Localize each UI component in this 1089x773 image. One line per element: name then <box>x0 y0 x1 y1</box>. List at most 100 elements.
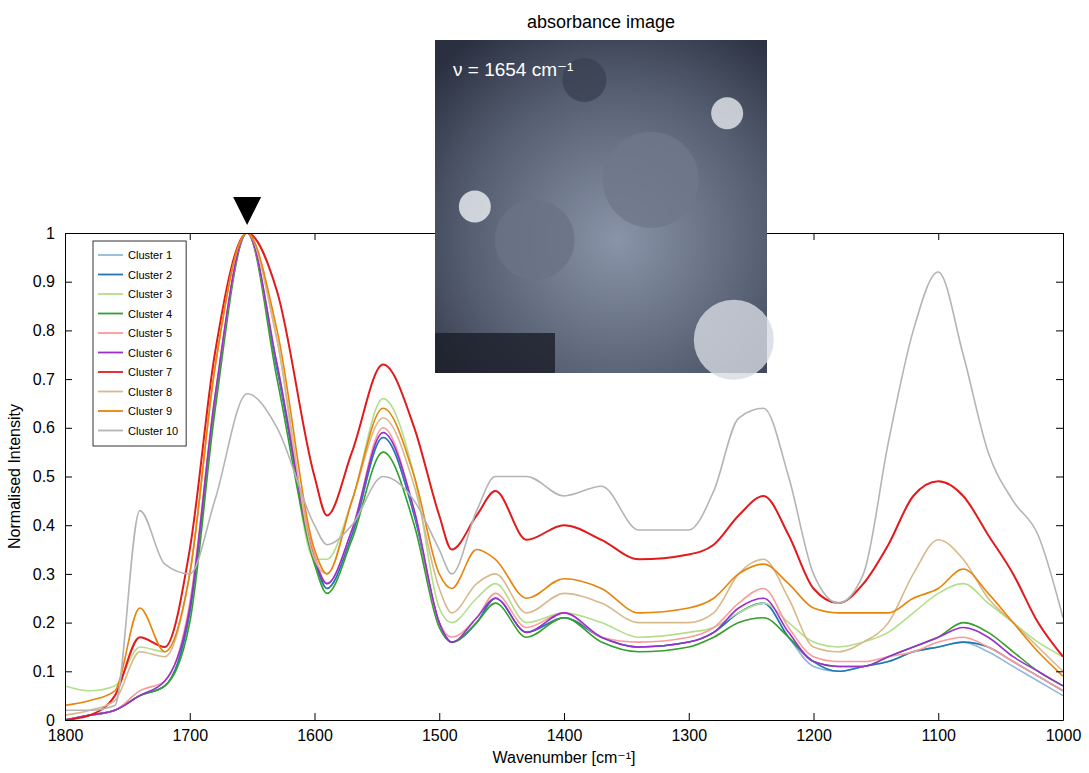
y-axis-right <box>1056 234 1064 721</box>
annotation-marker <box>233 197 261 225</box>
x-tick: 1700 <box>172 713 208 744</box>
legend-swatch <box>98 313 123 315</box>
y-tick-mark <box>1056 720 1063 721</box>
y-axis: 00.10.20.30.40.50.60.70.80.91 <box>33 225 72 729</box>
y-tick-mark <box>1056 477 1063 478</box>
y-tick-mark <box>65 671 72 672</box>
y-tick-mark <box>65 379 72 380</box>
y-tick: 0.5 <box>33 468 72 485</box>
x-tick-label: 1200 <box>796 727 832 744</box>
x-axis: 180017001600150014001300120011001000 <box>48 713 1082 744</box>
legend-swatch <box>98 352 123 354</box>
x-tick-top <box>65 233 66 240</box>
legend-swatch <box>98 371 123 373</box>
inset-feature <box>495 200 575 280</box>
x-tick-mark <box>315 233 316 240</box>
y-tick-right <box>1056 525 1063 526</box>
x-tick-mark <box>190 713 191 720</box>
x-tick-top <box>814 233 815 240</box>
y-axis-title: Normalised Intensity <box>6 404 23 549</box>
x-tick-mark <box>938 713 939 720</box>
y-tick-label: 0.8 <box>33 322 55 339</box>
inset-feature <box>603 132 699 228</box>
y-tick-mark <box>65 428 72 429</box>
x-tick-top <box>938 233 939 240</box>
y-tick-label: 1 <box>46 225 55 242</box>
x-tick: 1400 <box>547 713 583 744</box>
x-tick: 1200 <box>796 713 832 744</box>
x-tick-mark <box>190 233 191 240</box>
x-tick-top <box>315 233 316 240</box>
y-tick: 0 <box>46 712 72 729</box>
legend-label: Cluster 6 <box>128 347 172 359</box>
inset-feature <box>694 300 774 380</box>
y-tick-mark <box>1056 574 1063 575</box>
legend-label: Cluster 5 <box>128 327 172 339</box>
x-tick-label: 1600 <box>297 727 333 744</box>
x-tick-label: 1700 <box>172 727 208 744</box>
y-tick-mark <box>1056 671 1063 672</box>
inset-feature <box>711 97 743 129</box>
x-tick-mark <box>689 713 690 720</box>
x-tick: 1500 <box>422 713 458 744</box>
legend-swatch <box>98 293 123 295</box>
y-tick-right <box>1056 428 1063 429</box>
x-tick-label: 1000 <box>1046 727 1082 744</box>
y-tick-mark <box>1056 428 1063 429</box>
y-tick-label: 0.6 <box>33 419 55 436</box>
inset-title: absorbance image <box>527 12 675 32</box>
legend-swatch <box>98 410 123 412</box>
y-tick-right <box>1056 477 1063 478</box>
x-tick-mark <box>315 713 316 720</box>
y-tick: 0.9 <box>33 273 72 290</box>
y-tick: 0.8 <box>33 322 72 339</box>
x-axis-line <box>66 720 1064 721</box>
legend-label: Cluster 7 <box>128 366 172 378</box>
y-tick-label: 0 <box>46 712 55 729</box>
inset-feature <box>435 333 555 373</box>
x-tick: 1300 <box>671 713 707 744</box>
x-tick-top <box>190 233 191 240</box>
x-tick-label: 1300 <box>671 727 707 744</box>
y-tick-mark <box>1056 379 1063 380</box>
x-tick-mark <box>814 713 815 720</box>
y-tick-label: 0.5 <box>33 468 55 485</box>
y-tick: 0.6 <box>33 419 72 436</box>
x-tick: 1600 <box>297 713 333 744</box>
y-tick-mark <box>1056 623 1063 624</box>
y-tick-right <box>1056 671 1063 672</box>
legend-label: Cluster 3 <box>128 288 172 300</box>
y-tick-right <box>1056 574 1063 575</box>
y-tick: 0.4 <box>33 517 72 534</box>
x-tick-mark <box>564 713 565 720</box>
legend-swatch <box>98 274 123 276</box>
legend-label: Cluster 8 <box>128 386 172 398</box>
y-tick-mark <box>65 525 72 526</box>
y-tick-right <box>1056 233 1063 234</box>
legend-label: Cluster 9 <box>128 405 172 417</box>
y-tick-label: 0.4 <box>33 517 55 534</box>
x-tick-label: 1500 <box>422 727 458 744</box>
y-tick-label: 0.2 <box>33 614 55 631</box>
x-tick-mark <box>65 233 66 240</box>
legend-swatch <box>98 254 123 256</box>
x-tick-label: 1800 <box>48 727 84 744</box>
y-tick-label: 0.7 <box>33 371 55 388</box>
frame-right <box>1063 234 1064 721</box>
legend: Cluster 1Cluster 2Cluster 3Cluster 4Clus… <box>93 241 186 446</box>
y-tick-mark <box>65 330 72 331</box>
x-tick-mark <box>938 233 939 240</box>
legend-swatch <box>98 332 123 334</box>
y-tick-right <box>1056 282 1063 283</box>
inset <box>435 40 774 380</box>
legend-label: Cluster 4 <box>128 308 172 320</box>
y-tick-mark <box>65 720 72 721</box>
y-tick-label: 0.1 <box>33 663 55 680</box>
legend-swatch <box>98 391 123 393</box>
legend-label: Cluster 2 <box>128 269 172 281</box>
legend-box <box>93 241 186 446</box>
y-tick-label: 0.9 <box>33 273 55 290</box>
y-tick-right <box>1056 623 1063 624</box>
y-tick-mark <box>65 477 72 478</box>
y-tick-mark <box>1056 282 1063 283</box>
